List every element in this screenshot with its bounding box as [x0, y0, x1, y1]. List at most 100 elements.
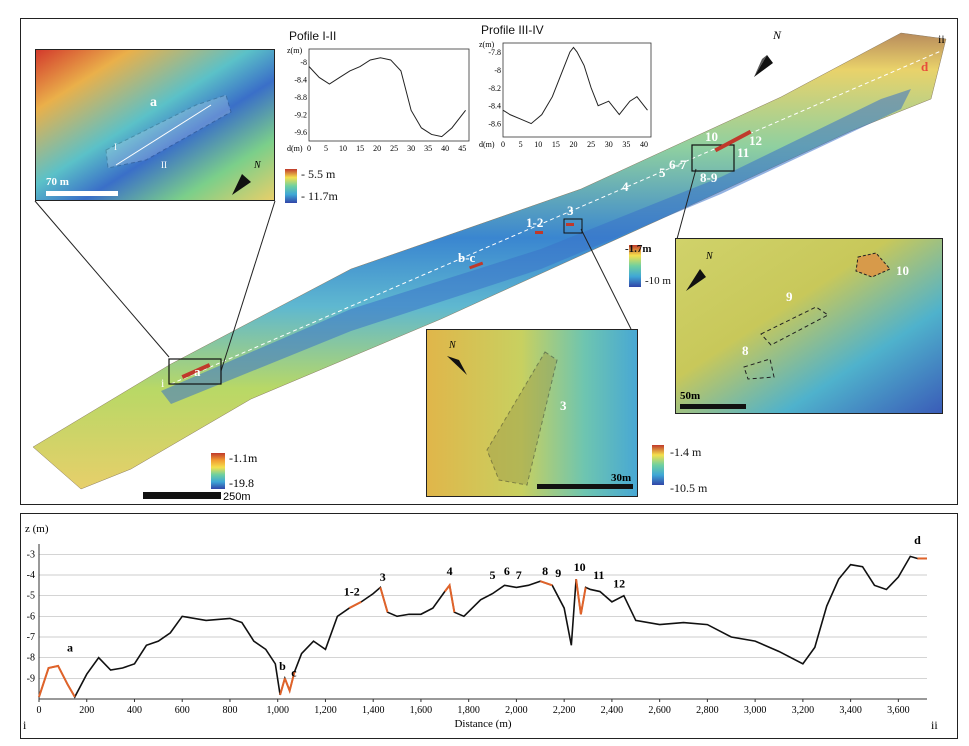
x-tick-label: 2,000 [505, 705, 528, 716]
x-tick-label: 2,400 [601, 705, 624, 716]
inset-a: a I II N 70 m [35, 49, 275, 201]
y-axis-label: z (m) [25, 523, 49, 535]
map-label-5: 5 [659, 165, 666, 180]
end-label: ii [931, 718, 938, 732]
long-profile-panel: -3 -4 -5 -6 -7 -8 -9 0 200 400 600 800 1,000 1,200 1,4… [20, 513, 958, 739]
svg-text:N: N [705, 251, 714, 262]
segment-label-d: d [914, 533, 921, 547]
inset-10-scale-label: 50m [680, 390, 700, 402]
inset-3-label: 3 [560, 398, 567, 413]
inset-3-scale-label: 30m [611, 472, 631, 484]
inset-10-legend-bottom: -10 m [645, 275, 671, 287]
plot-frame [502, 42, 652, 138]
map-label-6-7: 6-7 [669, 157, 687, 172]
x-tick-label: 400 [127, 705, 142, 716]
legend-main-bar [211, 453, 225, 489]
profile-1-title: Pofile I-II [289, 29, 337, 43]
inset-a-legend: - 5.5 m - 11.7m [285, 167, 365, 209]
segment-label-1-2: 1-2 [344, 585, 360, 599]
inset-3-legend-bottom: -10.5 m [670, 481, 708, 495]
x-tick-label: 2,600 [648, 705, 671, 716]
y-tick-label: -9.2 [294, 111, 307, 120]
x-tick-label: 1,800 [457, 705, 480, 716]
y-tick-label: -8 [27, 653, 35, 664]
depth-profile-line [38, 555, 927, 699]
svg-text:N: N [448, 340, 457, 351]
endpoint-ii-label: ii [938, 32, 945, 46]
x-tick-label: 5 [324, 144, 328, 153]
y-tick-label: -9 [27, 673, 35, 684]
map-label-bc: b-c [458, 250, 476, 265]
callout-line-3 [580, 228, 632, 330]
inset-3-scale-bar [537, 484, 633, 489]
y-axis-label: z(m) [287, 46, 302, 55]
x-tick-label: 10 [534, 140, 542, 149]
x-tick-label: 3,400 [839, 705, 862, 716]
callout-line-a2 [220, 200, 276, 372]
y-tick-label: -3 [27, 549, 35, 560]
box-3 [563, 218, 583, 234]
segment-label-b: b [279, 659, 286, 673]
x-axis-label: d(m) [287, 144, 303, 153]
legend-main-top: -1.1m [229, 451, 258, 465]
x-tick-label: 30 [407, 144, 415, 153]
inset-a-profile-line [115, 104, 212, 166]
box-10 [691, 144, 735, 172]
y-tick-label: -8.4 [488, 102, 501, 111]
map-label-3: 3 [567, 203, 574, 218]
x-tick-label: 35 [424, 144, 432, 153]
segment-label-a: a [67, 640, 73, 654]
y-tick-label: -8 [494, 66, 501, 75]
map-label-10: 10 [705, 129, 718, 144]
segment-label-5: 5 [490, 568, 496, 582]
inset-a-label-I: I [114, 142, 117, 152]
highlight-segment-c [283, 671, 296, 695]
map-label-d: d [921, 59, 929, 74]
inset-10-scale-bar [680, 404, 746, 409]
x-tick-label: 2,200 [553, 705, 576, 716]
x-tick-label: 25 [390, 144, 398, 153]
inset-a-label-a: a [150, 95, 157, 110]
x-tick-label: 25 [587, 140, 595, 149]
callout-line-10 [676, 168, 697, 240]
inset-10-legend: -1.7m -10 m [625, 243, 677, 291]
map-label-a: a [194, 364, 201, 379]
highlight-segment-1-2 [348, 600, 362, 609]
profile-2-chart: Profile III-IV -7.8 -8 -8.2 -8.4 -8.6 0 5 10 15 2… [477, 23, 657, 153]
y-tick-label: -8.2 [488, 84, 501, 93]
bathymetry-map: a b-c 1-2 3 4 5 6-7 8-9 10 11 12 d i ii … [32, 28, 947, 503]
inset-3: 3 N 30m [426, 329, 638, 497]
callout-line-a [34, 200, 170, 358]
inset-10-legend-top: -1.7m [625, 243, 652, 255]
highlight-segment-b [279, 678, 286, 696]
y-tick-label: -7.8 [488, 48, 501, 57]
inset-10-feature-10 [855, 252, 891, 278]
inset-a-label-II: II [161, 160, 167, 170]
x-tick-label: 30 [605, 140, 613, 149]
y-tick-label: -7 [27, 632, 35, 643]
map-label-12: 12 [749, 133, 762, 148]
x-tick-label: 3,000 [744, 705, 767, 716]
x-tick-label: 600 [175, 705, 190, 716]
inset-10: 10 9 8 N 50m [675, 238, 943, 414]
x-tick-label: 3,200 [792, 705, 815, 716]
x-tick-label: 40 [441, 144, 449, 153]
x-tick-label: 10 [339, 144, 347, 153]
feature-markers [181, 129, 752, 379]
x-tick-label: 1,400 [362, 705, 385, 716]
highlight-segment-10 [575, 578, 587, 615]
x-axis-label: Distance (m) [454, 718, 511, 730]
x-tick-label: 800 [222, 705, 237, 716]
legend-main-bottom: -19.8 [229, 476, 254, 490]
map-label-1-2: 1-2 [526, 215, 543, 230]
inset-10-label-8: 8 [742, 343, 749, 358]
x-tick-label: 1,000 [266, 705, 289, 716]
highlight-segment-4 [444, 582, 456, 613]
box-a [168, 358, 222, 385]
segment-label-c: c [291, 665, 297, 679]
inset-a-legend-top: - 5.5 m [301, 167, 336, 181]
highlight-segment-8 [539, 580, 553, 587]
profile-2-title: Profile III-IV [481, 23, 544, 37]
y-tick-label: -6 [27, 611, 35, 622]
segment-label-6: 6 [504, 564, 510, 578]
